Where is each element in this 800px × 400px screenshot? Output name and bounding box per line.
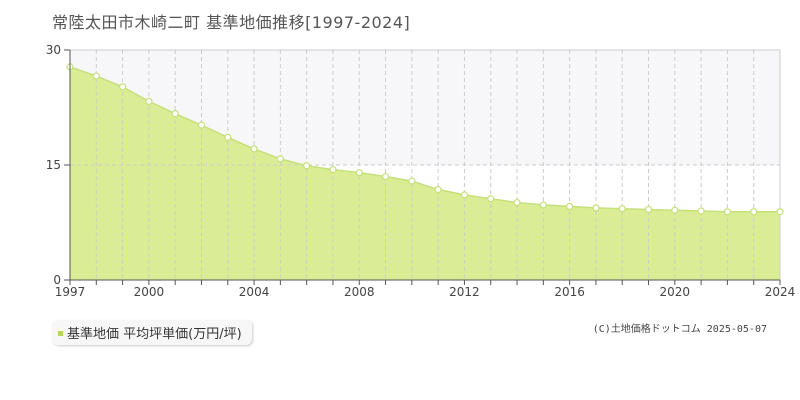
data-point [671, 206, 679, 214]
series-line [69, 66, 780, 213]
x-tick-label: 2008 [344, 285, 375, 299]
data-point [197, 121, 206, 129]
legend: 基準地価 平均坪単価(万円/坪) [52, 320, 252, 345]
data-point [487, 195, 495, 203]
data-point [618, 205, 626, 213]
data-point [434, 185, 442, 194]
data-point [644, 205, 653, 214]
y-tick-label: 0 [53, 273, 61, 287]
data-point [355, 169, 363, 177]
data-point [566, 202, 574, 210]
legend-marker [58, 331, 63, 336]
data-point [276, 155, 284, 163]
data-point [723, 208, 732, 216]
copyright-text: (C)土地価格ドットコム 2025-05-07 [592, 324, 767, 335]
data-point [224, 133, 232, 141]
data-point [250, 145, 258, 153]
x-tick-label: 2020 [660, 285, 691, 299]
data-point [145, 97, 153, 105]
x-tick-label: 2024 [765, 285, 796, 299]
data-point [171, 110, 179, 118]
x-tick-label: 2000 [134, 285, 165, 299]
x-tick-label: 2004 [239, 285, 270, 299]
series-area [70, 66, 780, 280]
data-point [381, 172, 390, 181]
data-point [303, 162, 311, 170]
data-point [592, 204, 600, 212]
data-point [118, 83, 127, 91]
data-point [329, 166, 337, 174]
data-point [92, 72, 100, 80]
data-point [513, 198, 521, 207]
data-point [776, 208, 784, 216]
x-tick-label: 1997 [55, 285, 86, 299]
data-point [697, 207, 705, 215]
chart-title: 常陸太田市木崎二町 基準地価推移[1997-2024] [52, 13, 411, 32]
legend-label: 基準地価 平均坪単価(万円/坪) [67, 327, 242, 342]
data-point [460, 191, 469, 199]
data-point [408, 177, 416, 185]
data-point [750, 208, 758, 216]
y-tick-label: 15 [46, 158, 61, 172]
data-point [539, 201, 547, 209]
y-tick-label: 30 [46, 43, 61, 57]
x-tick-label: 2016 [554, 285, 585, 299]
x-tick-label: 2012 [449, 285, 480, 299]
